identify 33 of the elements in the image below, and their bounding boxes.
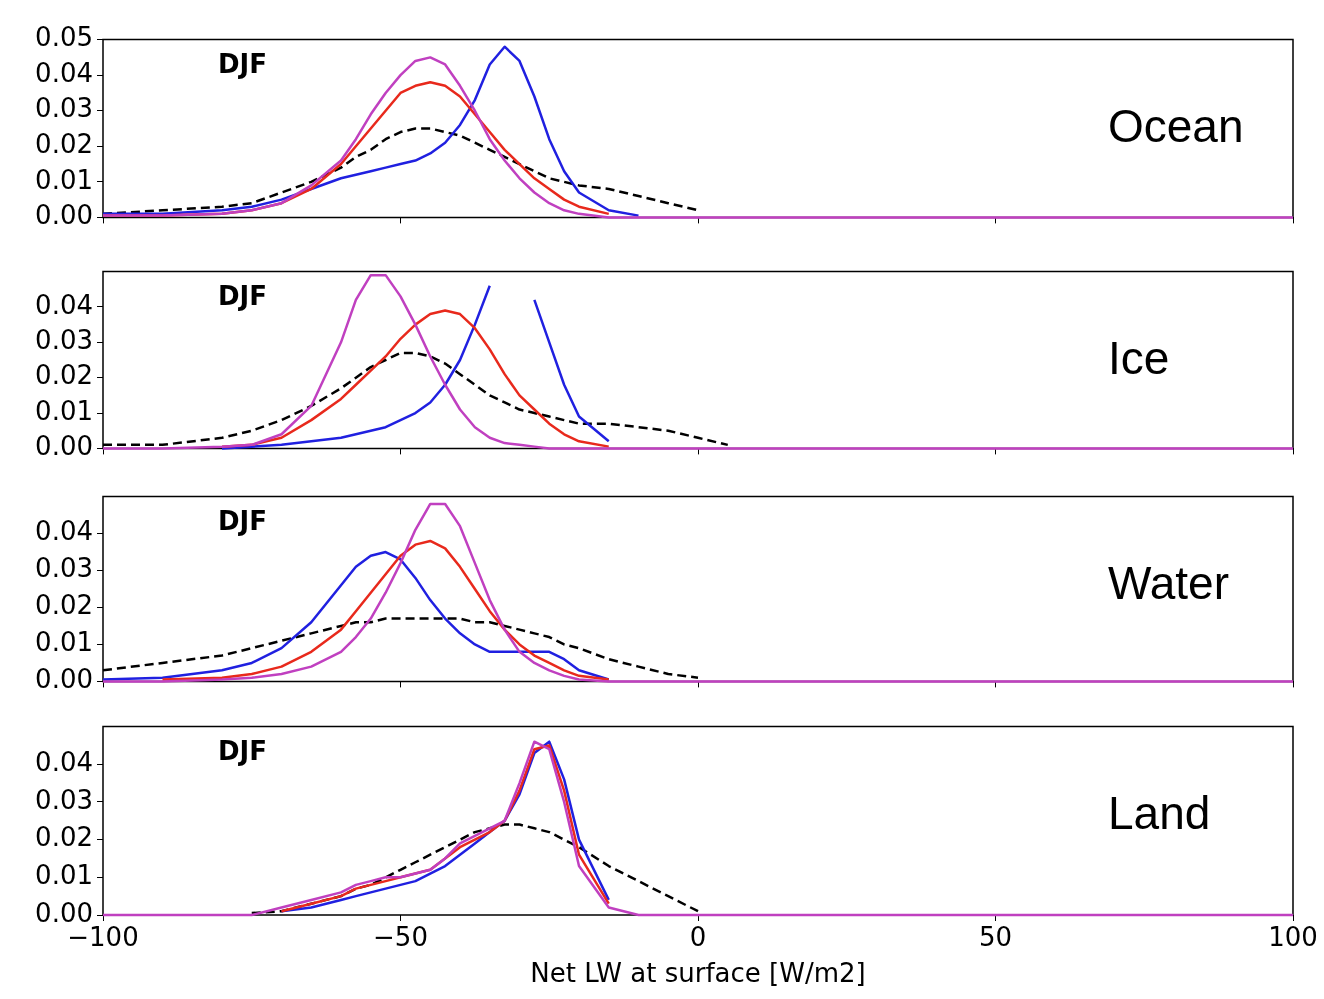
- annotation: DJF: [218, 506, 268, 537]
- y-tick-label: 0.03: [35, 553, 93, 584]
- annotation: DJF: [218, 281, 268, 312]
- y-tick-label: 0.00: [35, 200, 93, 231]
- annotation: Ice: [1108, 332, 1170, 385]
- y-tick-label: 0.01: [35, 860, 93, 891]
- y-tick-label: 0.00: [35, 664, 93, 695]
- annotation: Water: [1108, 557, 1229, 610]
- y-tick-label: 0.04: [35, 289, 93, 320]
- x-tick-label: 100: [1268, 922, 1318, 953]
- y-tick-label: 0.01: [35, 627, 93, 658]
- y-tick-label: 0.03: [35, 93, 93, 124]
- y-tick-label: 0.02: [35, 590, 93, 621]
- y-tick-label: 0.03: [35, 325, 93, 356]
- annotation: Land: [1108, 787, 1211, 840]
- y-tick-label: 0.02: [35, 822, 93, 853]
- y-tick-label: 0.00: [35, 431, 93, 462]
- y-tick-label: 0.02: [35, 360, 93, 391]
- annotation: DJF: [218, 736, 268, 767]
- y-tick-label: 0.04: [35, 516, 93, 547]
- y-tick-label: 0.05: [35, 22, 93, 53]
- x-tick-label: 0: [689, 922, 707, 953]
- x-tick-label: 50: [978, 922, 1013, 953]
- annotation: DJF: [218, 49, 268, 80]
- y-tick-label: 0.01: [35, 395, 93, 426]
- x-tick-label: −50: [373, 922, 428, 953]
- y-tick-label: 0.02: [35, 129, 93, 160]
- y-tick-label: 0.03: [35, 784, 93, 815]
- annotation: Ocean: [1108, 100, 1244, 153]
- x-axis-title: Net LW at surface [W/m2]: [530, 958, 866, 989]
- y-tick-label: 0.04: [35, 57, 93, 88]
- y-tick-label: 0.04: [35, 747, 93, 778]
- y-tick-label: 0.01: [35, 164, 93, 195]
